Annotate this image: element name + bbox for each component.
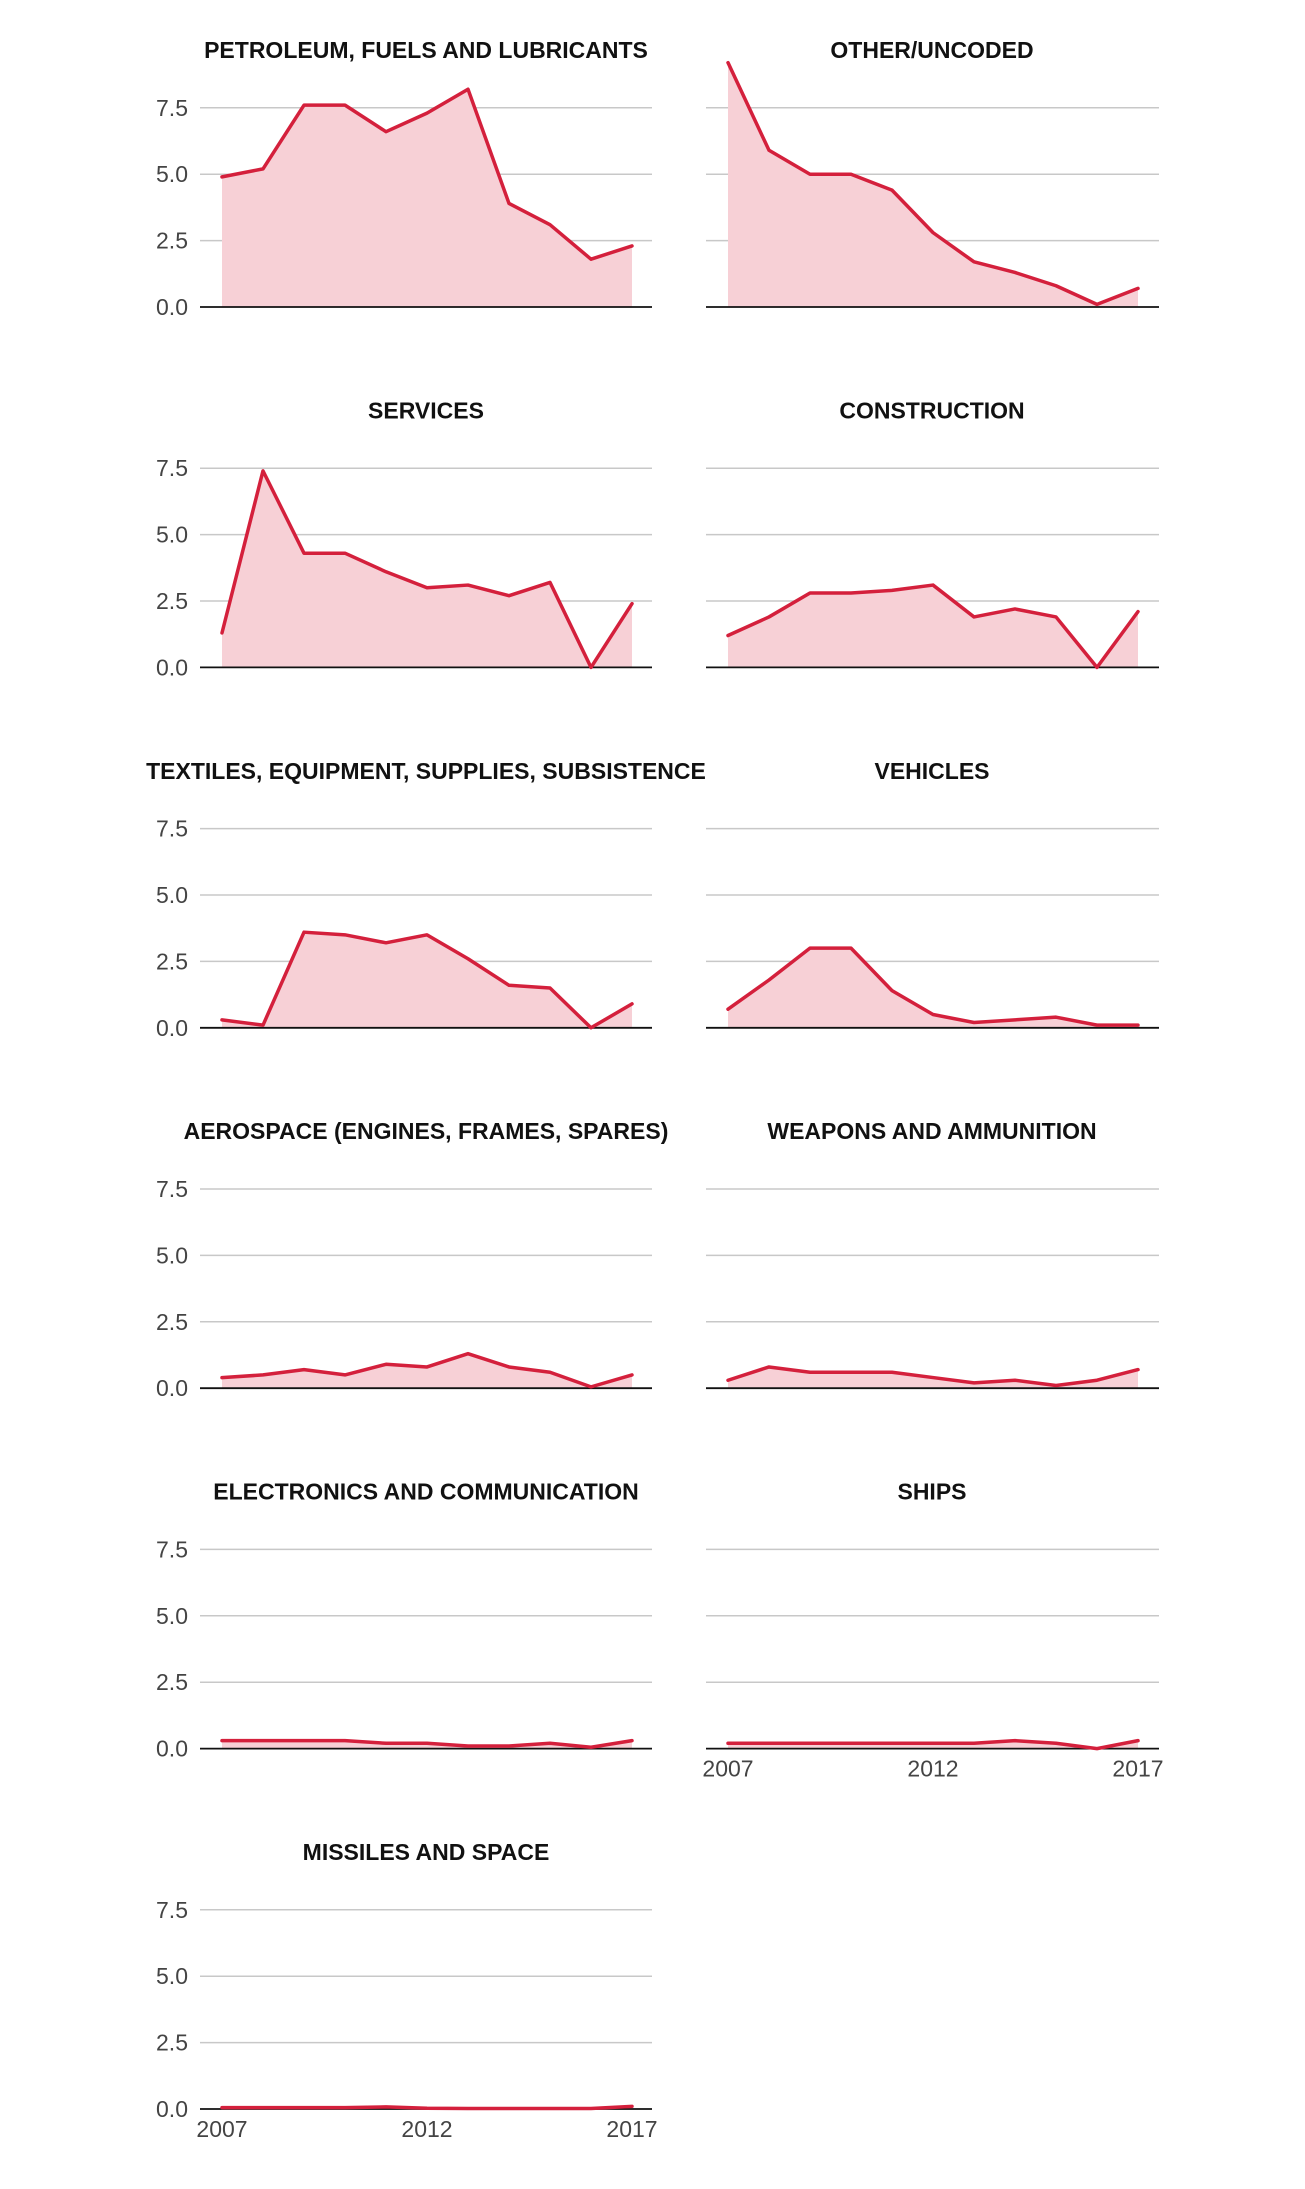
y-tick-label: 0.0 [156,654,188,680]
series-line [220,87,634,261]
y-tick-label: 0.0 [156,294,188,320]
y-tick-label: 5.0 [156,1603,188,1629]
panel-title: PETROLEUM, FUELS AND LUBRICANTS [204,37,648,63]
y-tick-label: 2.5 [156,1669,188,1695]
y-tick-label: 7.5 [156,455,188,481]
series-area [728,948,1138,1028]
y-tick-label: 7.5 [156,1536,188,1562]
x-tick-label: 2007 [196,2116,247,2142]
series-area [728,585,1138,668]
x-tick-label: 2007 [702,1756,753,1782]
series-line [220,469,634,670]
panel: VEHICLES [706,758,1159,1029]
x-tick-label: 2012 [907,1756,958,1782]
y-tick-label: 5.0 [156,1963,188,1989]
y-tick-label: 0.0 [156,1375,188,1401]
panel-title: AEROSPACE (ENGINES, FRAMES, SPARES) [184,1118,669,1144]
panel: SHIPS 2007 2012 2017 [702,1479,1163,1782]
panel: CONSTRUCTION [706,397,1159,670]
y-tick-label: 2.5 [156,2030,188,2056]
y-tick-label: 0.0 [156,1736,188,1762]
x-tick-label: 2017 [1112,1756,1163,1782]
y-tick-label: 2.5 [156,1309,188,1335]
y-tick-label: 7.5 [156,1176,188,1202]
panel-title: VEHICLES [874,758,989,784]
series-line [220,2104,634,2111]
y-tick-label: 2.5 [156,228,188,254]
panel: AEROSPACE (ENGINES, FRAMES, SPARES) 0.0 2.… [156,1118,668,1401]
series-area [222,470,632,668]
y-tick-label: 7.5 [156,95,188,121]
panel-title: MISSILES AND SPACE [303,1839,550,1865]
series-line [220,930,634,1030]
panel-title: WEAPONS AND AMMUNITION [767,1118,1096,1144]
y-tick-label: 7.5 [156,1897,188,1923]
panel: TEXTILES, EQUIPMENT, SUPPLIES, SUBSISTEN… [146,758,706,1041]
y-tick-label: 0.0 [156,2096,188,2122]
y-tick-label: 5.0 [156,161,188,187]
series-line [220,1738,634,1750]
series-line [220,1351,634,1389]
panel-title: CONSTRUCTION [839,397,1024,423]
series-area [728,62,1138,308]
panel-title: ELECTRONICS AND COMMUNICATION [213,1479,638,1505]
panel-title: SHIPS [897,1479,966,1505]
panel: PETROLEUM, FUELS AND LUBRICANTS 0.0 2.5 5.0… [156,37,652,320]
panel-title: TEXTILES, EQUIPMENT, SUPPLIES, SUBSISTEN… [146,758,706,784]
y-tick-label: 0.0 [156,1015,188,1041]
panel: MISSILES AND SPACE 0.0 2.5 5.0 7.5 2007 2012 20… [156,1839,658,2142]
y-tick-label: 7.5 [156,816,188,842]
y-tick-label: 5.0 [156,522,188,548]
series-area [222,89,632,307]
x-tick-label: 2017 [606,2116,657,2142]
x-tick-label: 2012 [401,2116,452,2142]
series-line [726,946,1140,1027]
y-tick-label: 2.5 [156,948,188,974]
panel: OTHER/UNCODED [706,37,1159,308]
series-line [726,60,1140,307]
series-line [726,1738,1140,1751]
series-area [222,932,632,1028]
panel-title: OTHER/UNCODED [830,37,1033,63]
panel-title: SERVICES [368,397,484,423]
series-area [222,1353,632,1389]
y-tick-label: 5.0 [156,1242,188,1268]
panel: SERVICES 0.0 2.5 5.0 7.5 [156,397,652,680]
series-line [726,583,1140,670]
panel: ELECTRONICS AND COMMUNICATION 0.0 2.5 5.0 7.… [156,1479,652,1762]
y-tick-label: 2.5 [156,588,188,614]
y-tick-label: 5.0 [156,882,188,908]
series-line [726,1365,1140,1388]
panel: WEAPONS AND AMMUNITION [706,1118,1159,1390]
